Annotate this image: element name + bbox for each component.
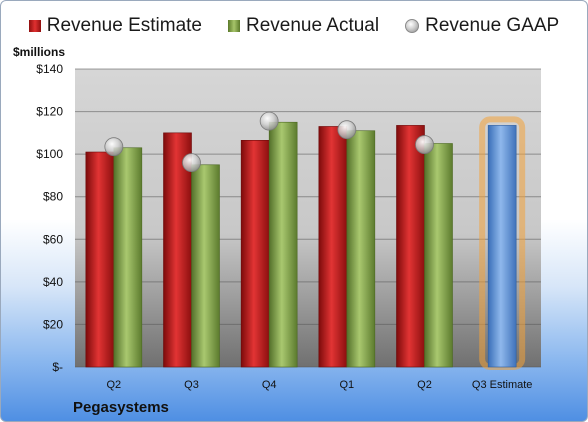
y-tick-label: $80 (43, 190, 63, 204)
gaap-markers (104, 111, 434, 173)
y-tick-label: $140 (36, 62, 63, 76)
x-tick-label: Q3 Estimate (472, 379, 533, 391)
y-tick-label: $40 (43, 275, 63, 289)
x-tick-label: Q3 (184, 379, 199, 391)
actual-bar (424, 143, 453, 368)
gaap-marker (182, 153, 201, 173)
legend-label-actual: Revenue Actual (246, 15, 380, 36)
actual-bar (346, 130, 376, 368)
estimate-bar-highlighted (487, 125, 517, 368)
actual-bar (113, 147, 143, 368)
actual-swatch (228, 20, 240, 32)
legend-label-gaap: Revenue GAAP (425, 15, 560, 36)
x-tick-label: Q4 (262, 379, 277, 391)
estimate-swatch (28, 20, 41, 32)
gaap-marker (259, 111, 279, 131)
gaap-marker (415, 135, 434, 154)
gaap-marker (104, 137, 124, 157)
gaap-swatch (405, 19, 420, 33)
y-tick-label: $100 (36, 147, 63, 161)
gridlines (75, 68, 541, 368)
bars (85, 116, 526, 370)
x-axis-ticks: Q2 Q3 Q4 Q1 Q2 Q3 Estimate (106, 379, 532, 391)
estimate-bar (396, 125, 425, 368)
legend-item-actual: Revenue Actual (228, 15, 379, 37)
x-tick-label: Q2 (417, 379, 432, 391)
gaap-marker (337, 120, 357, 140)
estimate-bar (240, 140, 270, 368)
y-tick-label: $120 (36, 105, 63, 119)
estimate-bar (163, 132, 192, 368)
plot-background (75, 69, 541, 367)
estimate-bar (85, 151, 115, 368)
estimate-bar (318, 126, 348, 368)
legend-item-estimate: Revenue Estimate (28, 15, 202, 37)
actual-bar (268, 121, 298, 368)
y-tick-label: $- (52, 360, 63, 374)
legend-label-estimate: Revenue Estimate (46, 15, 202, 36)
legend-item-gaap: Revenue GAAP (405, 15, 559, 37)
y-unit-label: $millions (13, 45, 66, 59)
y-tick-label: $20 (43, 317, 63, 331)
x-tick-label: Q2 (106, 379, 121, 391)
y-tick-label: $60 (43, 232, 63, 246)
legend: Revenue Estimate Revenue Actual Revenue … (1, 15, 587, 37)
company-name: Pegasystems (73, 399, 169, 416)
x-tick-label: Q1 (339, 379, 354, 391)
y-axis-ticks: $- $20 $40 $60 $80 $100 $120 $140 (36, 62, 63, 374)
actual-bar (191, 164, 220, 368)
